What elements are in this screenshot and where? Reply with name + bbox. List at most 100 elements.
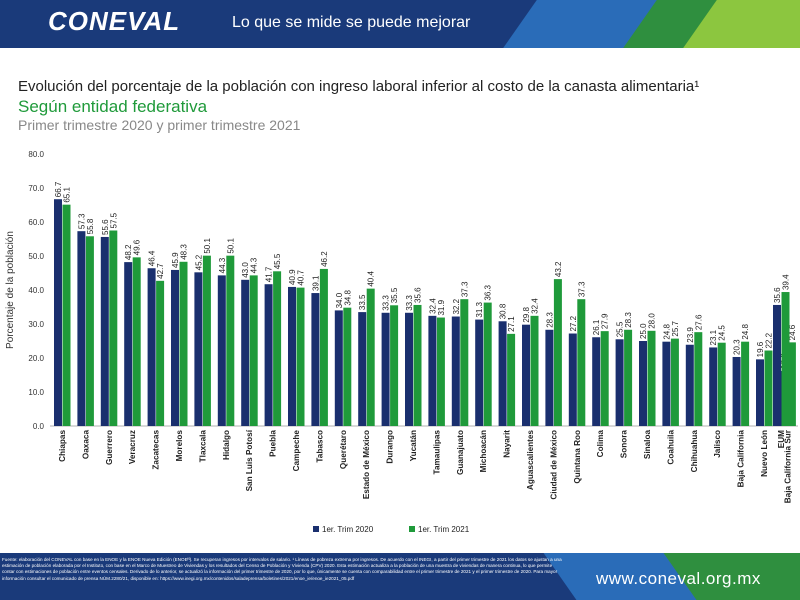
bar-2021 xyxy=(507,333,516,426)
data-label-2020: 45.2 xyxy=(194,254,203,270)
bar-2021 xyxy=(624,329,633,426)
data-label-2021: 45.5 xyxy=(273,253,282,269)
y-axis-label: Porcentaje de la población xyxy=(5,231,16,349)
data-label-2021: 27.6 xyxy=(694,314,703,330)
bar-2021 xyxy=(343,307,352,426)
data-label-2021: 43.2 xyxy=(554,261,563,277)
y-tick-label: 50.0 xyxy=(28,252,44,261)
category-label: Baja California Sur xyxy=(783,429,792,503)
data-label-2021: 42.7 xyxy=(156,263,165,279)
data-label-2021: 55.8 xyxy=(86,218,95,234)
data-label-2021: 27.1 xyxy=(507,316,516,332)
bar-2020 xyxy=(288,286,296,426)
bar-chart: 0.0 10.0 20.0 30.0 40.0 50.0 60.0 70.0 80.0 Porce… xyxy=(5,150,798,534)
bar-2021 xyxy=(717,342,726,426)
category-label: Tabasco xyxy=(315,430,324,463)
bar-2020 xyxy=(615,339,624,426)
category-label: Tamaulipas xyxy=(432,430,441,475)
website-link[interactable]: www.coneval.org.mx xyxy=(596,569,761,588)
category-label: Sinaloa xyxy=(643,430,652,460)
bar-2021 xyxy=(366,288,375,426)
y-tick-label: 70.0 xyxy=(28,184,44,193)
coneval-logo: CONEVAL xyxy=(48,6,181,36)
bar-2020 xyxy=(685,344,694,426)
bar-2020 xyxy=(194,272,203,426)
bar-2020 xyxy=(77,231,86,426)
category-label: Campeche xyxy=(292,430,301,472)
bar-2020 xyxy=(662,341,671,426)
bar-2021 xyxy=(62,204,71,426)
data-label-2021: 50.1 xyxy=(226,238,235,254)
bar-2020 xyxy=(358,312,367,426)
category-label: Veracruz xyxy=(128,430,137,464)
category-label: EUM xyxy=(777,430,786,448)
data-label-2021: 28.0 xyxy=(648,313,657,329)
category-label: Chiapas xyxy=(58,430,67,462)
data-label-2021: 22.2 xyxy=(765,332,774,348)
category-label: Ciudad de México xyxy=(549,430,558,500)
category-label: Michoacán xyxy=(479,430,488,472)
bar-2021 xyxy=(436,317,445,426)
data-label-2020: 40.9 xyxy=(288,269,297,285)
data-label-2020: 55.6 xyxy=(101,219,110,235)
bar-2020 xyxy=(124,262,133,426)
bar-2021 xyxy=(670,338,679,426)
bar-2021 xyxy=(553,279,562,426)
footer-bar xyxy=(0,553,800,600)
data-label-2021: 57.5 xyxy=(109,212,118,228)
bar-2021 xyxy=(741,341,750,426)
bar-2020 xyxy=(405,312,413,426)
data-label-2021: 46.2 xyxy=(320,251,329,267)
data-label-2021: 39.4 xyxy=(782,274,791,290)
data-label-2021: 25.7 xyxy=(671,320,680,336)
bar-2021 xyxy=(764,350,773,426)
bar-2020 xyxy=(217,275,226,426)
bar-2020 xyxy=(54,199,62,426)
category-label: Zacatecas xyxy=(152,430,161,470)
data-label-2020: 19.6 xyxy=(756,341,765,357)
bar-2020 xyxy=(568,333,577,426)
bar-2021 xyxy=(156,280,165,426)
category-label: Sonora xyxy=(620,430,629,459)
data-label-2020: 24.8 xyxy=(662,324,671,340)
legend-swatch-2021 xyxy=(409,526,415,532)
category-label: Durango xyxy=(386,430,395,464)
data-label-2020: 46.4 xyxy=(148,250,157,266)
data-label-2020: 23.1 xyxy=(709,329,718,345)
bar-2021 xyxy=(132,257,141,426)
data-label-2020: 31.3 xyxy=(475,301,484,317)
bar-2020 xyxy=(592,337,601,426)
data-label-2021: 27.9 xyxy=(601,313,610,329)
category-label: Colima xyxy=(596,430,605,458)
chart-subtitle: Según entidad federativa xyxy=(18,97,208,116)
category-label: Oaxaca xyxy=(81,430,90,460)
data-label-2021: 34.8 xyxy=(343,290,352,306)
category-label: Querétaro xyxy=(339,430,348,469)
bar-2020 xyxy=(334,310,343,426)
bar-2021 xyxy=(460,299,469,426)
category-label: San Luis Potosí xyxy=(245,429,254,491)
data-label-2020: 32.2 xyxy=(452,298,461,314)
bar-2021 xyxy=(249,275,258,426)
category-label: Jalisco xyxy=(713,430,722,458)
data-label-2021: 48.3 xyxy=(180,244,189,260)
data-label-2020: 29.8 xyxy=(522,307,531,323)
legend-swatch-2020 xyxy=(313,526,319,532)
source-footnote: Fuente: elaboración del CONEVAL con base… xyxy=(2,557,562,581)
data-label-2021: 37.3 xyxy=(577,281,586,297)
y-tick-label: 0.0 xyxy=(33,422,45,431)
bar-2021 xyxy=(530,315,539,426)
bar-2020 xyxy=(475,319,484,426)
data-label-2021: 24.8 xyxy=(741,324,750,340)
bar-2021 xyxy=(577,299,586,426)
y-tick-label: 20.0 xyxy=(28,354,44,363)
bar-2020 xyxy=(498,321,507,426)
bar-2020 xyxy=(732,356,741,426)
data-label-2020: 32.4 xyxy=(428,298,437,314)
data-label-2021: 32.4 xyxy=(531,298,540,314)
bar-2021 xyxy=(273,271,282,426)
bar-2021 xyxy=(179,261,188,426)
bar-2021 xyxy=(787,342,796,426)
category-label: Nuevo León xyxy=(760,430,769,477)
bar-2021 xyxy=(694,332,703,426)
